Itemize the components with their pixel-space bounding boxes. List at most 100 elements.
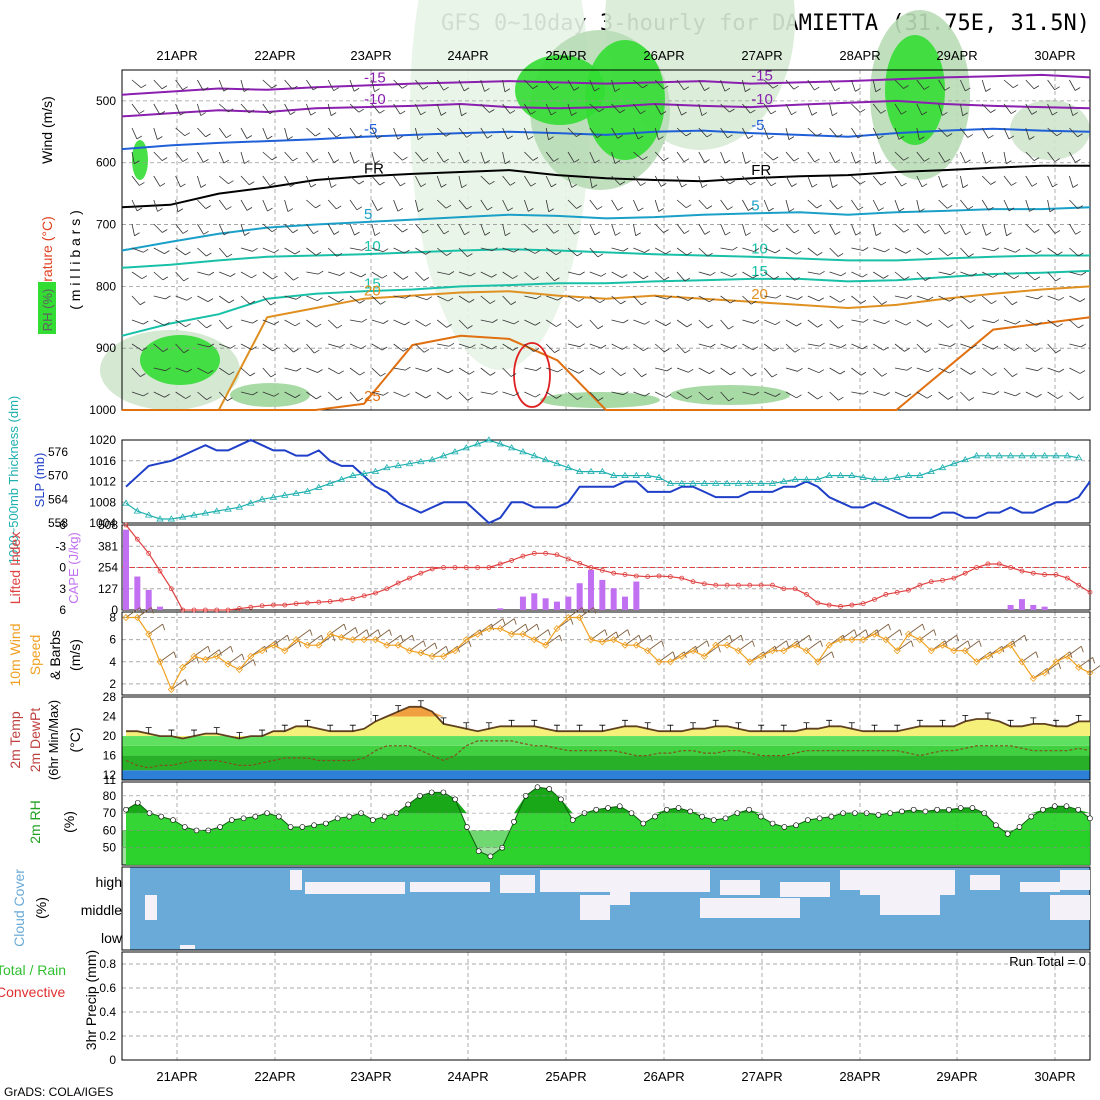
wind-barb (981, 199, 994, 211)
wind-barb (763, 151, 779, 161)
thickness-marker (394, 461, 402, 469)
wind-barb (916, 223, 930, 234)
wind-barb (153, 295, 171, 300)
wind-barb (676, 79, 690, 91)
minmax-whisker (440, 717, 447, 724)
lifted-marker (974, 565, 979, 570)
wind-tick-label: 2 (109, 677, 116, 691)
wind-barb (807, 79, 820, 91)
wind-barb (981, 175, 996, 185)
wind-barb (676, 343, 691, 354)
thickness-marker (757, 479, 765, 486)
wind-barb (218, 175, 234, 185)
label-cloud-cover: Cloud Cover (11, 869, 27, 947)
wind-barb (589, 271, 607, 277)
thickness-marker (496, 440, 504, 447)
wind-barb (131, 223, 140, 237)
surface-wind-barb (216, 645, 234, 657)
surface-wind-barb (624, 634, 642, 646)
rh-marker (781, 824, 788, 830)
cloud-white-block (700, 898, 800, 918)
wind-barb (873, 391, 890, 396)
lifted-marker (134, 536, 140, 542)
rh-shading (885, 35, 945, 145)
wind-barb (894, 343, 910, 352)
surface-wind-barb (375, 629, 392, 641)
surface-wind-barb (579, 607, 597, 618)
wind-barb (807, 127, 822, 137)
lifted-marker (906, 587, 911, 593)
wind-barb (676, 175, 687, 188)
cape-bar (1007, 604, 1014, 610)
wind-barb (502, 127, 513, 140)
wind-barb (524, 175, 536, 187)
surface-wind-barb (409, 640, 426, 652)
surface-wind-barb (715, 634, 733, 646)
wind-barb (829, 343, 847, 348)
isotherm-label: -10 (364, 91, 386, 108)
lifted-marker (248, 604, 254, 610)
wind-barb (328, 343, 345, 348)
wind-marker (1029, 674, 1037, 682)
wind-barb (829, 319, 844, 329)
wind-barb (480, 271, 497, 278)
thickness-marker (768, 479, 777, 486)
wind-barb (1003, 271, 1020, 280)
wind-barb (851, 223, 861, 236)
wind-barb (1047, 223, 1061, 234)
cape-bar (633, 581, 640, 610)
wind-barb (1047, 151, 1061, 162)
lifted-marker (395, 580, 401, 586)
thickness-marker (723, 479, 731, 486)
wind-barb (851, 247, 869, 251)
lifted-marker (928, 579, 934, 585)
wind-barb (131, 247, 149, 253)
rh-marker (1040, 806, 1046, 813)
temp-tick-label: 28 (103, 690, 117, 704)
wind-barb (349, 246, 367, 251)
cape-tick-label: 0 (111, 603, 118, 617)
wind-barb (415, 175, 427, 188)
wind-barb (197, 175, 207, 188)
wind-barb (742, 367, 757, 377)
isotherm--5 (121, 127, 1091, 151)
thickness-marker (1018, 452, 1026, 459)
wind-barb (1069, 79, 1081, 91)
label-wind-speed: Speed (27, 635, 43, 675)
temp-fill-above-20 (126, 706, 1090, 739)
date-label-top: 26APR (643, 48, 684, 63)
wind-barb (502, 367, 517, 377)
lifted-tick-label: 0 (59, 561, 66, 575)
wind-barb (458, 343, 476, 349)
wind-barb (393, 199, 404, 212)
wind-barb (785, 79, 799, 90)
wind-barb (1047, 271, 1061, 282)
wind-barb (175, 295, 193, 301)
wind-barb (763, 367, 778, 378)
isotherm-25 (122, 316, 1091, 411)
wind-marker (303, 641, 312, 649)
thickness-marker (678, 479, 686, 486)
wind-marker (723, 641, 731, 649)
thickness-marker (632, 471, 641, 478)
wind-barb (546, 295, 563, 301)
wind-marker (904, 630, 913, 638)
cape-bar (531, 593, 538, 610)
wind-barb (676, 223, 690, 234)
wind-marker (428, 652, 436, 660)
wind-barb (197, 151, 209, 163)
wind-barb (938, 367, 955, 374)
surface-wind-barb (363, 629, 381, 641)
wind-barb (872, 127, 884, 140)
minmax-whisker (871, 724, 878, 732)
wind-barb (284, 103, 296, 115)
wind-barb (720, 199, 733, 211)
rh-marker (993, 822, 999, 829)
wind-barb (436, 127, 452, 137)
rh-marker (346, 813, 353, 820)
isotherm-10 (121, 248, 1090, 269)
cape-bar (1018, 599, 1025, 610)
thickness-marker (848, 471, 856, 478)
wind-barb (829, 367, 846, 375)
thickness-marker (870, 475, 879, 482)
